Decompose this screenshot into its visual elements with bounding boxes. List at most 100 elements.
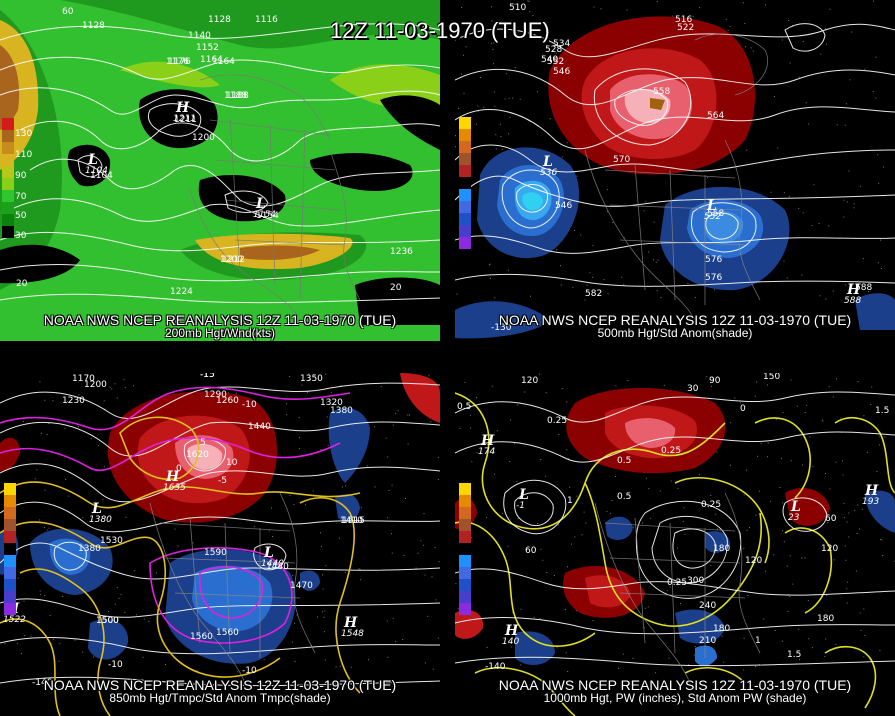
- pressure-center-value: 1380: [89, 515, 112, 525]
- pressure-center-symbol: H: [165, 469, 180, 485]
- contour-label: 1500: [96, 616, 119, 626]
- swatch: [2, 202, 14, 214]
- swatch: [4, 483, 16, 495]
- panel-850mb: 1170 1200 1230 1260 1290 1320 1350 1380 1410 1440…: [0, 373, 440, 716]
- swatch: [4, 591, 16, 603]
- colorbar-tick: 110: [15, 150, 33, 160]
- pw-label: 1.5: [875, 406, 889, 416]
- temp-label: 0: [176, 464, 182, 474]
- colorbar-tick: 90: [15, 171, 27, 181]
- temp-label: -15: [200, 373, 215, 380]
- panel-200mb: 1128 1140 1152 1164 1176 1188 1200 1212 1224 1236…: [0, 0, 440, 341]
- swatch: [2, 154, 14, 166]
- caption-200mb: NOAA NWS NCEP REANALYSIS 12Z 11-03-1970 …: [0, 312, 440, 340]
- pressure-center-symbol: L: [263, 545, 274, 561]
- contour-label: 552: [547, 57, 564, 67]
- pressure-center-value: 1522: [3, 615, 26, 625]
- contour-label: 1128: [208, 15, 231, 25]
- swatch: [459, 141, 471, 153]
- contour-label: 1380: [78, 544, 101, 554]
- contour-label: 120: [821, 544, 838, 554]
- swatch: [2, 142, 14, 154]
- caption-850mb: NOAA NWS NCEP REANALYSIS 12Z 11-03-1970 …: [0, 678, 440, 705]
- contour-label: 564: [707, 111, 724, 121]
- colorbar-tick: 30: [15, 231, 27, 241]
- caption-500mb: NOAA NWS NCEP REANALYSIS 12Z 11-03-1970 …: [455, 312, 895, 340]
- pressure-center-value: 552: [704, 212, 721, 222]
- contour-label: 546: [555, 201, 572, 211]
- contour-label: 1440: [266, 562, 289, 572]
- pw-label: 0.25: [547, 416, 567, 426]
- swatch: [2, 178, 14, 190]
- caption-line-2: 1000mb Hgt, PW (inches), Std Anom PW (sh…: [543, 691, 807, 705]
- caption-1000mb: NOAA NWS NCEP REANALYSIS 12Z 11-03-1970 …: [455, 678, 895, 705]
- swatch: [2, 226, 14, 238]
- pressure-center-symbol: L: [706, 198, 717, 214]
- swatch: [459, 519, 471, 531]
- pressure-center-value: 1154: [253, 210, 276, 220]
- temp-label: 5: [200, 438, 206, 448]
- pressure-center-symbol: H: [343, 615, 358, 631]
- contour-label: 1440: [248, 422, 271, 432]
- caption-line-1: NOAA NWS NCEP REANALYSIS 12Z 11-03-1970 …: [498, 312, 852, 328]
- caption-line-2: 200mb Hgt/Wnd(kts): [164, 326, 276, 340]
- swatch: [4, 555, 16, 567]
- swatch: [459, 579, 471, 591]
- contour-label: 1620: [186, 450, 209, 460]
- caption-line-2: 850mb Hgt/Tmpc/Std Anom Tmpc(shade): [109, 691, 331, 705]
- pw-label: 1.5: [787, 650, 801, 660]
- contour-label: 1515: [342, 516, 365, 526]
- contour-label: 1590: [204, 548, 227, 558]
- edge-label: 60: [62, 7, 74, 17]
- swatch: [459, 189, 471, 201]
- contour-label: 1560: [190, 632, 213, 642]
- swatch: [4, 579, 16, 591]
- contour-label: 1410: [340, 516, 363, 526]
- panel-500mb: 510 516 522 528 534 540 546 552 558 564 570 576 582 5…: [455, 0, 895, 341]
- pressure-center-symbol: L: [518, 487, 529, 503]
- caption-line-1: NOAA NWS NCEP REANALYSIS 12Z 11-03-1970 …: [43, 312, 397, 328]
- swatch: [459, 165, 471, 177]
- chart-title: 12Z 11-03-1970 (TUE): [330, 18, 550, 43]
- map-1000mb: 120 90 30 60 0 150 180 240 300 210 180 120 60 120 180 0…: [455, 373, 895, 716]
- contour-label: 1200: [192, 133, 215, 143]
- swatch: [459, 237, 471, 249]
- contour-label: 90: [709, 376, 721, 386]
- swatch: [2, 130, 14, 142]
- pressure-center-symbol: L: [87, 152, 98, 168]
- edge-label: -15: [200, 373, 215, 380]
- colorbar-1000mb: [459, 483, 471, 615]
- temp-label: -5: [218, 476, 227, 486]
- contour-label: 180: [713, 544, 730, 554]
- contour-label: 534: [553, 39, 570, 49]
- contour-label: 1104: [90, 171, 113, 181]
- edge-label: -140: [485, 662, 506, 672]
- contour-label: 558: [653, 87, 670, 97]
- contour-label: 180: [713, 624, 730, 634]
- pressure-center-symbol: H: [846, 282, 861, 298]
- contour-label: 576: [705, 273, 722, 283]
- edge-label: -130: [491, 323, 512, 333]
- swatch: [4, 495, 16, 507]
- contour-label: 0: [740, 404, 746, 414]
- contour-label: 510: [509, 3, 526, 13]
- swatch: [459, 117, 471, 129]
- swatch: [459, 483, 471, 495]
- contour-label: 60: [525, 546, 537, 556]
- pressure-center-value: 1440: [261, 559, 284, 569]
- pw-label: 0.5: [457, 402, 471, 412]
- colorbar-500mb: [459, 117, 471, 249]
- swatch: [459, 213, 471, 225]
- pw-label: 0.25: [667, 578, 687, 588]
- colorbar-tick: 130: [15, 129, 33, 139]
- contour-label: 546: [553, 67, 570, 77]
- contour-label: 1176: [168, 57, 191, 67]
- swatch: [4, 567, 16, 579]
- pw-label: 1: [567, 496, 573, 506]
- swatch: [4, 543, 16, 555]
- temp-label: -10: [108, 660, 123, 670]
- contour-label: 300: [687, 576, 704, 586]
- pressure-center-value: 1104: [85, 166, 108, 176]
- caption-line-2: 500mb Hgt/Std Anom(shade): [597, 326, 753, 340]
- edge-label: 20: [16, 279, 28, 289]
